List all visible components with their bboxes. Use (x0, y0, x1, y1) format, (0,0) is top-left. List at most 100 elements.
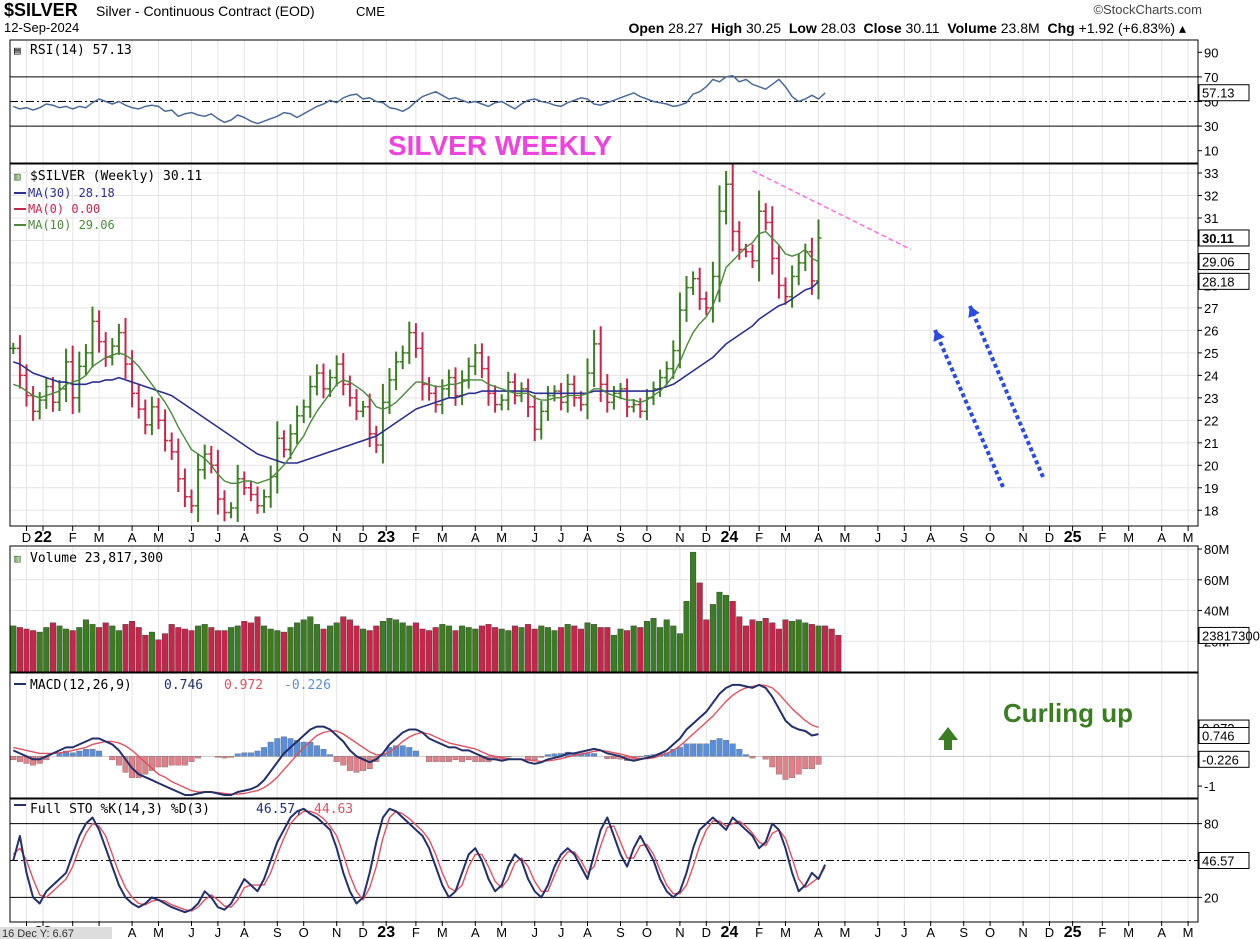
price-tick: 33 (1204, 166, 1218, 181)
volume-bar (406, 625, 413, 673)
x-axis-bottom-label: A (128, 925, 137, 939)
volume-bar (135, 627, 142, 673)
macd-histogram-bar (162, 756, 169, 768)
volume-bar (234, 625, 241, 673)
chart-date: 12-Sep-2024 (4, 20, 80, 35)
volume-bar (241, 621, 248, 673)
macd-histogram-bar (723, 740, 730, 757)
volume-bar (630, 625, 637, 673)
macd-histogram-bar (637, 756, 644, 758)
macd-histogram-bar (716, 738, 723, 757)
macd-histogram-bar (459, 756, 466, 762)
macd-histogram-bar (703, 743, 710, 757)
x-axis-top-label: M (437, 530, 448, 545)
rsi-legend-icon: ▤ (14, 44, 21, 57)
x-axis-bottom-label: M (1123, 925, 1134, 939)
volume-bar (538, 625, 545, 673)
rsi-line (13, 74, 826, 125)
x-axis-top-label: A (471, 530, 480, 545)
volume-bar (313, 624, 320, 673)
macd-last-value-box (1198, 727, 1250, 744)
volume-bar (723, 594, 730, 673)
macd-histogram-bar (300, 741, 307, 757)
volume-bar (465, 627, 472, 673)
price-tick: 23 (1204, 391, 1218, 406)
x-axis-top-label: J (558, 530, 565, 545)
volume-bar (683, 601, 690, 673)
x-axis-bottom-label: M (437, 925, 448, 939)
ma30-last-value: 28.18 (1202, 274, 1235, 289)
x-axis-bottom-label: A (926, 925, 935, 939)
stockcharts-brand[interactable]: ©StockCharts.com (1093, 2, 1202, 17)
volume-bar (525, 624, 532, 673)
volume-bar (709, 604, 716, 673)
macd-signal-value: 0.972 (224, 678, 263, 693)
macd-histogram-bar (340, 756, 347, 766)
sto-d-line (12, 810, 826, 912)
volume-bar (69, 630, 76, 673)
x-axis-bottom-label: J (215, 925, 222, 939)
price-tick: 25 (1204, 346, 1218, 361)
sto-k-line (12, 807, 827, 914)
rsi-tick: 30 (1204, 119, 1218, 134)
x-axis-bottom-label: N (1018, 925, 1027, 939)
support-arrow-left (933, 329, 1005, 488)
macd-histogram-bar (802, 756, 809, 769)
x-axis-bottom-label: M (780, 925, 791, 939)
volume-tick: 60M (1204, 573, 1229, 588)
volume-panel (9, 545, 1199, 673)
x-axis-bottom-label: S (616, 925, 625, 939)
rsi-panel (9, 39, 1199, 164)
volume-bar (696, 582, 703, 673)
macd-histogram-bar (426, 756, 433, 762)
volume-bar (676, 633, 683, 673)
crosshair-readout-box (0, 927, 112, 939)
ma10-last-value-box (1198, 253, 1250, 271)
x-axis-bottom-label: J (901, 925, 908, 939)
macd-histogram-bar (399, 745, 406, 757)
sto-panel (9, 798, 1199, 923)
volume-bar (756, 621, 763, 673)
volume-bar (49, 622, 56, 673)
price-tick: 19 (1204, 481, 1218, 496)
ma10-last-value: 29.06 (1202, 255, 1235, 270)
macd-histogram-bar (538, 756, 545, 758)
macd-histogram-bar (445, 756, 452, 762)
volume-bar (544, 627, 551, 673)
x-axis-top-label: O (642, 530, 652, 545)
x-axis-top-label: M (153, 530, 164, 545)
x-axis-top-label: M (780, 530, 791, 545)
volume-bar (247, 622, 254, 673)
macd-histogram-bar (610, 756, 617, 759)
x-axis-bottom-label: F (412, 925, 420, 939)
x-axis-top-label: F (412, 530, 420, 545)
x-axis-top-label: O (299, 530, 309, 545)
x-axis-top-label: F (1098, 530, 1106, 545)
ohlc-summary: Open 28.27 High 30.25 Low 28.03 Close 30… (628, 20, 1186, 36)
volume-bar (360, 628, 367, 673)
volume-bar (102, 622, 109, 673)
volume-bar (657, 627, 664, 673)
volume-bar (769, 622, 776, 673)
volume-bar (426, 630, 433, 673)
volume-bar (175, 627, 182, 673)
price-tick: 26 (1204, 323, 1218, 338)
price-tick: 20 (1204, 458, 1218, 473)
x-axis-top-label: D (1045, 530, 1054, 545)
volume-bar (432, 627, 439, 673)
x-axis-top-label: A (814, 530, 823, 545)
volume-bar (610, 634, 617, 673)
volume-bar (379, 621, 386, 673)
price-tick: 24 (1204, 368, 1218, 383)
macd-histogram-bar (789, 756, 796, 778)
volume-bar (307, 616, 314, 673)
x-axis-top-label: A (583, 530, 592, 545)
volume-bar (353, 625, 360, 673)
price-legend-ma: MA(30) 28.18 (28, 186, 115, 200)
sto-tick: 80 (1204, 817, 1218, 832)
macd-histogram-bar (808, 756, 815, 769)
crosshair-readout: 16 Dec Y: 6.67 (2, 928, 74, 939)
volume-bar (294, 622, 301, 673)
x-axis-bottom-label: J (188, 925, 195, 939)
price-tick: 18 (1204, 503, 1218, 518)
